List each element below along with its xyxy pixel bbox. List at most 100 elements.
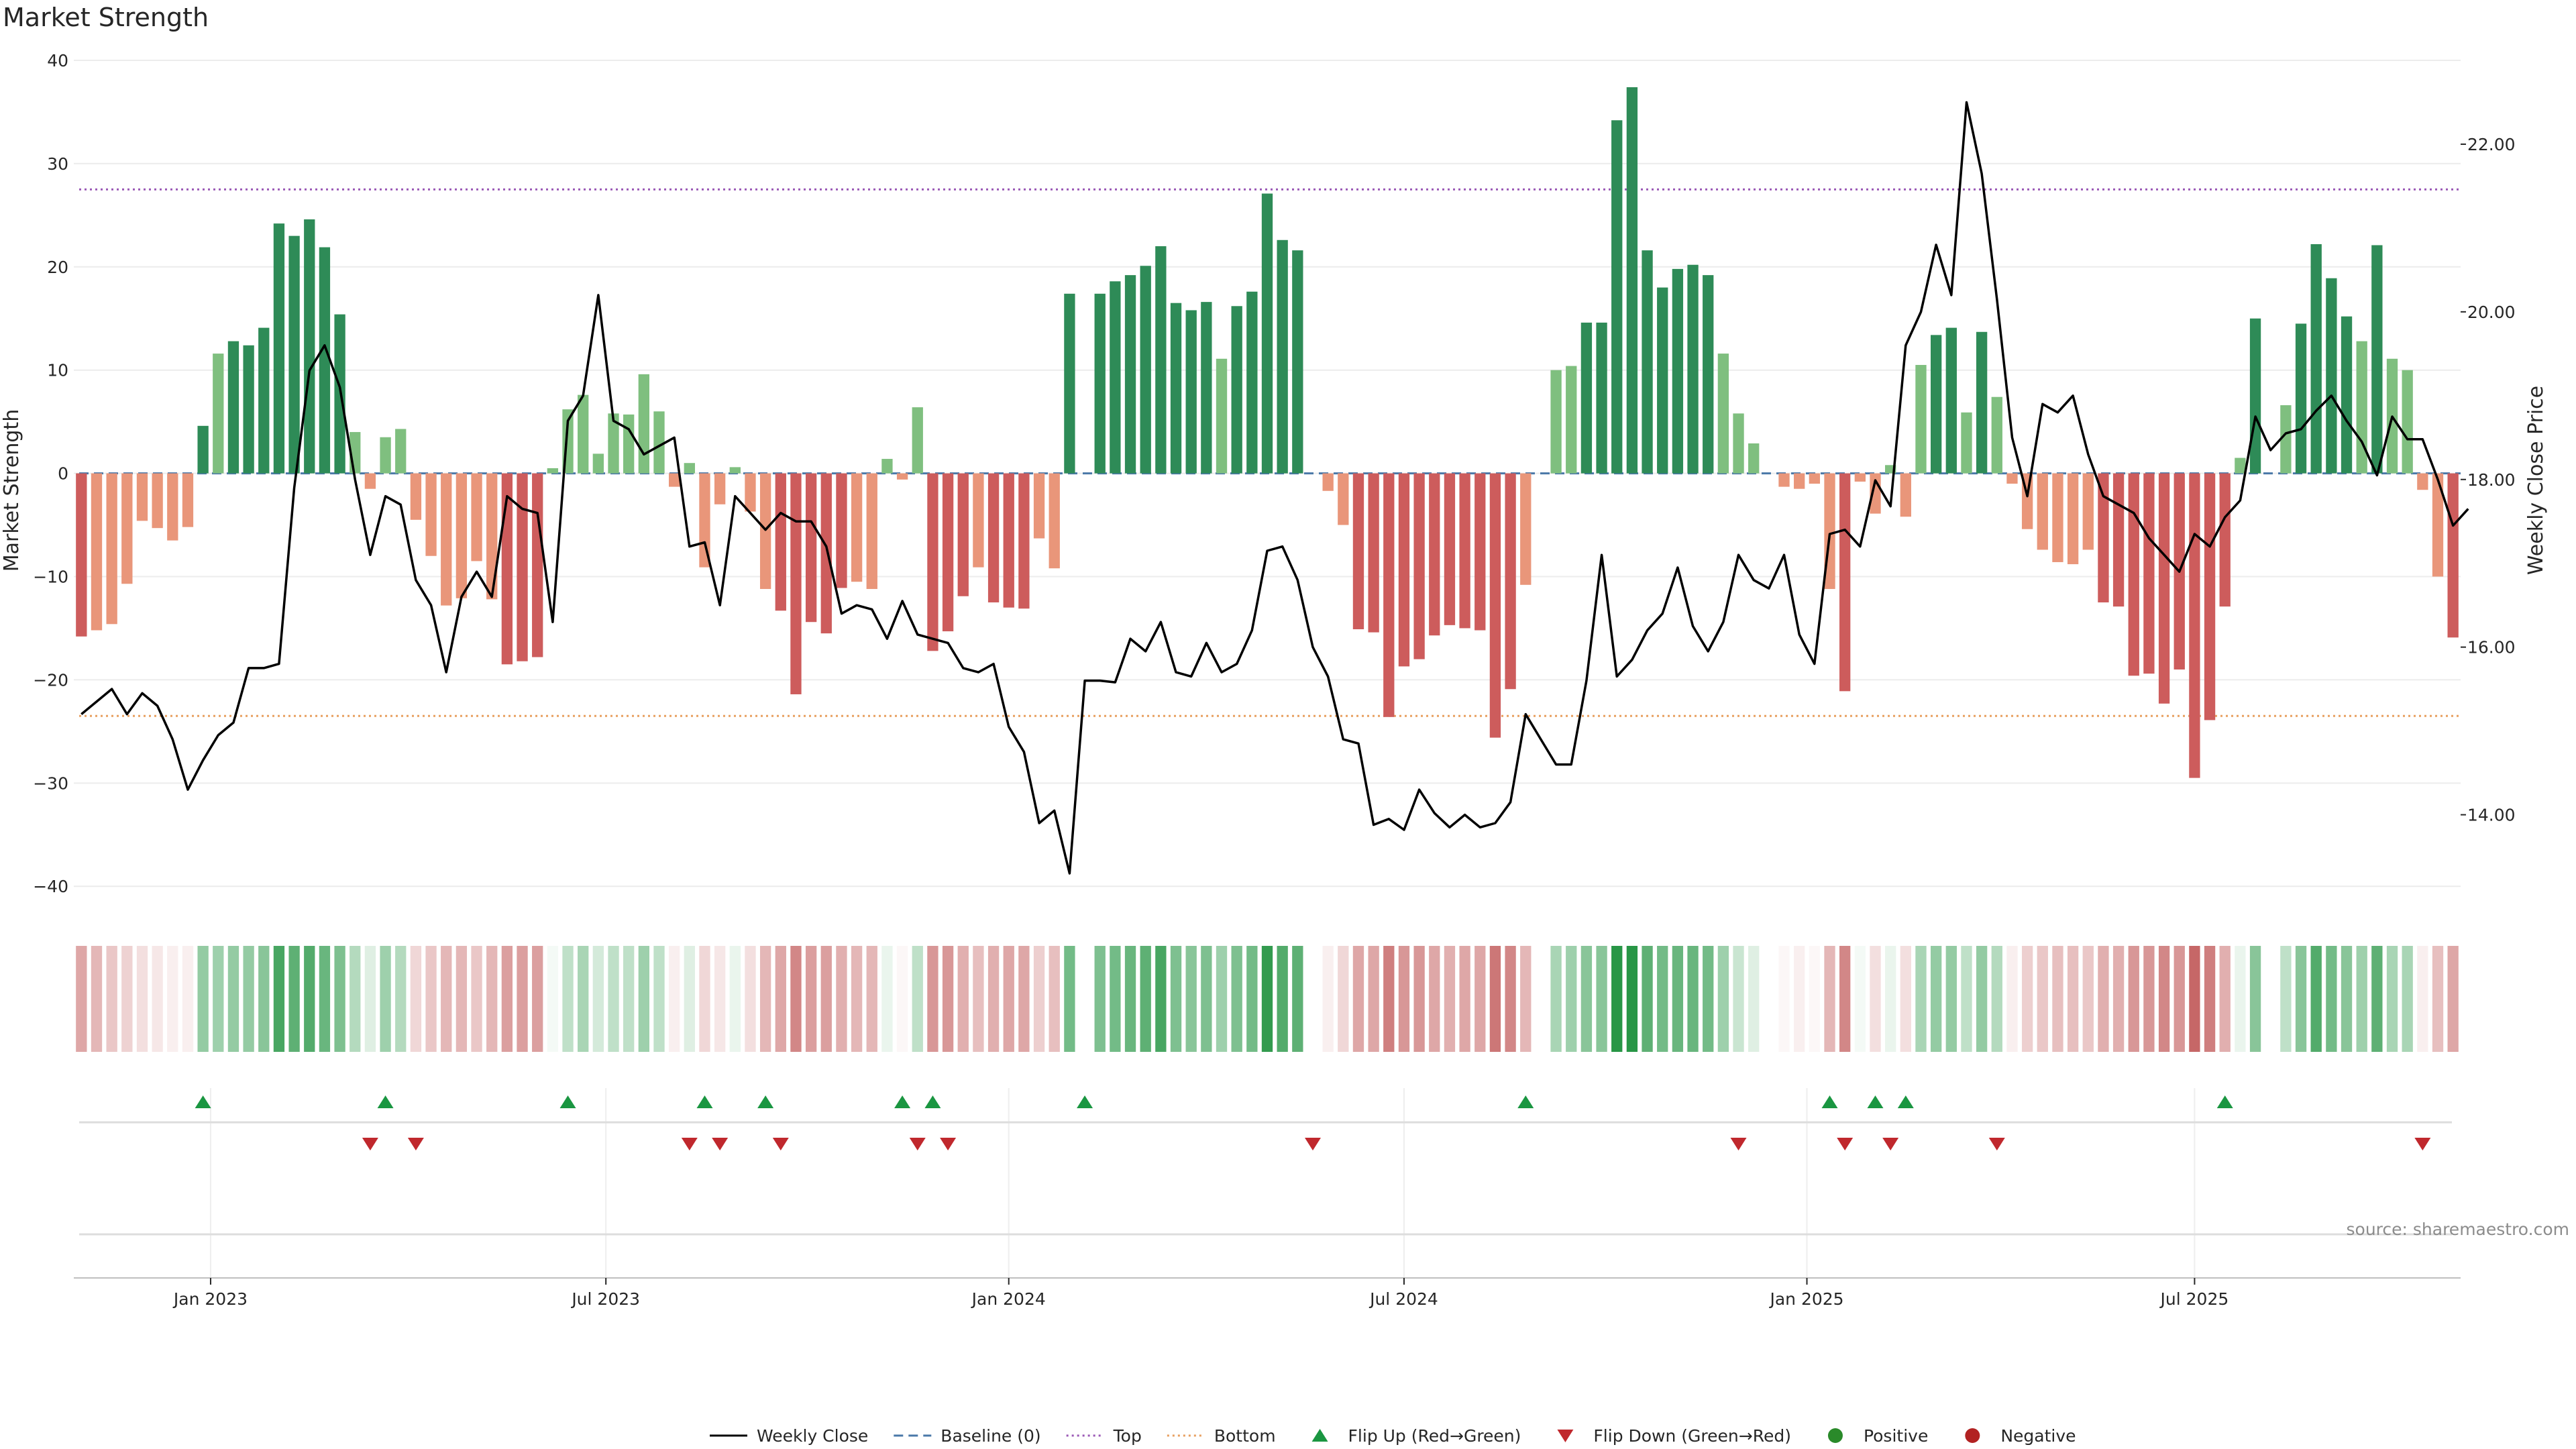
heat-cell	[2295, 946, 2307, 1052]
strength-bar	[1717, 354, 1729, 474]
strength-bar	[2402, 370, 2413, 474]
strength-bar	[2067, 473, 2079, 565]
heat-cell	[182, 946, 194, 1052]
weekly-close-line	[80, 101, 2469, 875]
strength-bar	[1657, 287, 1668, 474]
strength-bar	[927, 473, 938, 651]
flip-up-marker	[1867, 1095, 1884, 1108]
heat-cell	[1201, 946, 1212, 1052]
heat-cell	[1930, 946, 1942, 1052]
heat-cell	[1505, 946, 1516, 1052]
heat-cell	[1018, 946, 1030, 1052]
legend-circle	[1965, 1428, 1980, 1443]
strength-bar	[2204, 473, 2216, 720]
flip-up-marker	[1897, 1095, 1914, 1108]
legend-label: Negative	[2000, 1426, 2076, 1446]
strength-bar	[1976, 331, 1988, 474]
strength-bar	[1292, 250, 1303, 474]
heat-cell	[775, 946, 786, 1052]
strength-bar	[213, 354, 224, 474]
strength-bar	[987, 473, 1000, 602]
strength-bar	[547, 468, 559, 474]
heat-cell	[790, 946, 802, 1052]
heat-cell	[2052, 946, 2063, 1052]
strength-bar	[288, 235, 300, 474]
strength-bar	[486, 473, 498, 600]
flip-markers	[79, 1088, 2452, 1278]
flip-up-marker	[1077, 1095, 1093, 1108]
legend-item: Baseline (0)	[894, 1426, 1041, 1446]
heat-cell	[1687, 946, 1699, 1052]
strength-bar	[957, 473, 969, 596]
strength-bar	[304, 219, 315, 474]
y-left-tick-label: 30	[47, 154, 68, 174]
heat-cell	[896, 946, 908, 1052]
flip-down-marker	[1837, 1138, 1854, 1150]
strength-bar	[1854, 473, 1866, 482]
heat-cell	[304, 946, 315, 1052]
strength-bar	[1216, 358, 1228, 474]
flip-up-marker	[894, 1095, 911, 1108]
strength-bar	[1566, 366, 1577, 474]
heat-cell	[1383, 946, 1395, 1052]
x-tick-label: Jul 2023	[570, 1289, 640, 1309]
y-left-tick-label: 20	[47, 258, 68, 277]
y-right-axis-label: Weekly Close Price	[2524, 386, 2548, 575]
strength-bar	[1124, 275, 1136, 474]
heat-cell	[684, 946, 695, 1052]
heat-cell	[942, 946, 954, 1052]
strength-bar	[1945, 327, 1957, 474]
strength-bar	[121, 473, 133, 584]
strength-bar	[1094, 293, 1106, 474]
strength-bar	[1550, 370, 1562, 474]
heat-cell	[1185, 946, 1197, 1052]
heat-cell	[1550, 946, 1562, 1052]
strength-bar	[2356, 341, 2367, 474]
strength-bar	[1277, 239, 1288, 474]
chart-title: Market Strength	[3, 3, 209, 32]
heat-cell	[1778, 946, 1790, 1052]
heat-cell	[1459, 946, 1470, 1052]
legend-item: Bottom	[1167, 1426, 1276, 1446]
strength-bar	[1155, 246, 1167, 474]
heat-cell	[881, 946, 893, 1052]
heat-cell	[334, 946, 345, 1052]
strength-bar	[1459, 473, 1470, 629]
heat-cell	[1839, 946, 1851, 1052]
flip-down-marker	[681, 1138, 698, 1150]
heat-cell	[745, 946, 756, 1052]
strength-bar	[273, 223, 285, 474]
legend-item: Flip Down (Green→Red)	[1557, 1426, 1791, 1446]
strength-bar	[243, 345, 254, 474]
heat-cell	[1033, 946, 1045, 1052]
heat-cell	[1216, 946, 1228, 1052]
strength-bar	[592, 453, 604, 474]
strength-bar	[851, 473, 863, 582]
heat-cell	[1489, 946, 1501, 1052]
flip-down-marker	[940, 1138, 957, 1150]
strength-bar	[136, 473, 148, 521]
heat-cell	[1049, 946, 1060, 1052]
heat-cell	[1398, 946, 1410, 1052]
heat-cell	[2112, 946, 2125, 1052]
heat-cell	[836, 946, 847, 1052]
heat-cell	[1338, 946, 1349, 1052]
strength-bar	[1839, 473, 1851, 692]
strength-bar	[532, 473, 543, 657]
y-left-tick-label: −20	[33, 670, 68, 690]
strength-bar	[1748, 443, 1760, 474]
strength-bar	[805, 473, 817, 623]
heat-cell	[1064, 946, 1075, 1052]
strength-bar	[167, 473, 178, 541]
heat-cell	[1368, 946, 1379, 1052]
heat-cell	[1672, 946, 1684, 1052]
heat-cell	[2098, 946, 2109, 1052]
heat-cell	[1717, 946, 1729, 1052]
heat-cell	[455, 946, 468, 1052]
heat-cell	[1900, 946, 1911, 1052]
strength-bar	[182, 473, 194, 527]
heat-cell	[2249, 946, 2261, 1052]
strength-bar	[2052, 473, 2063, 562]
heat-cell	[1961, 946, 1972, 1052]
strength-bar	[1961, 412, 1972, 474]
